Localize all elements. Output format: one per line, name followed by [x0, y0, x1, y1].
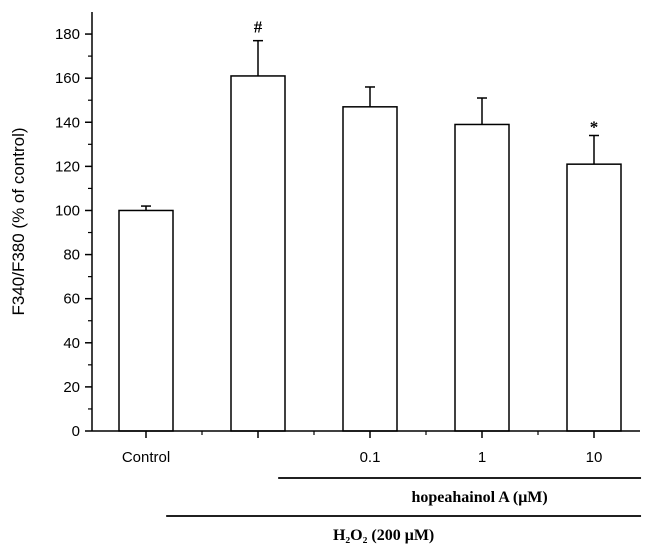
group-label: H₂O₂ (200 μM): [333, 527, 434, 544]
group-brackets: hopeahainol A (μM) H₂O₂ (200 μM): [166, 477, 642, 544]
bar: [342, 106, 398, 432]
x-tick-label: 1: [478, 449, 486, 466]
y-tick-label: 40: [63, 335, 80, 352]
y-tick-label: 160: [55, 70, 80, 87]
bar: [454, 123, 510, 432]
significance-marker: #: [254, 18, 263, 37]
bar: [566, 163, 622, 432]
x-tick-label: 10: [586, 449, 603, 466]
y-tick-label: 80: [63, 247, 80, 264]
y-tick-label: 100: [55, 202, 80, 219]
x-ticks: Control 0.1 1 10: [122, 431, 603, 466]
y-tick-label: 60: [63, 291, 80, 308]
x-tick-label: 0.1: [360, 449, 381, 466]
y-tick-label: 120: [55, 158, 80, 175]
y-tick-label: 140: [55, 114, 80, 131]
y-tick-label: 180: [55, 26, 80, 43]
bars-layer: #*: [118, 18, 622, 432]
y-axis-label: F340/F380 (% of control): [9, 127, 28, 315]
y-ticks: 0 20 40 60 80 100 120 140 160 180: [55, 26, 92, 440]
bar: [230, 75, 286, 432]
y-tick-label: 0: [72, 423, 80, 440]
x-tick-label: Control: [122, 449, 170, 466]
significance-marker: *: [590, 117, 599, 136]
group-label: hopeahainol A (μM): [411, 489, 547, 506]
bar: [118, 209, 174, 432]
y-tick-label: 20: [63, 379, 80, 396]
